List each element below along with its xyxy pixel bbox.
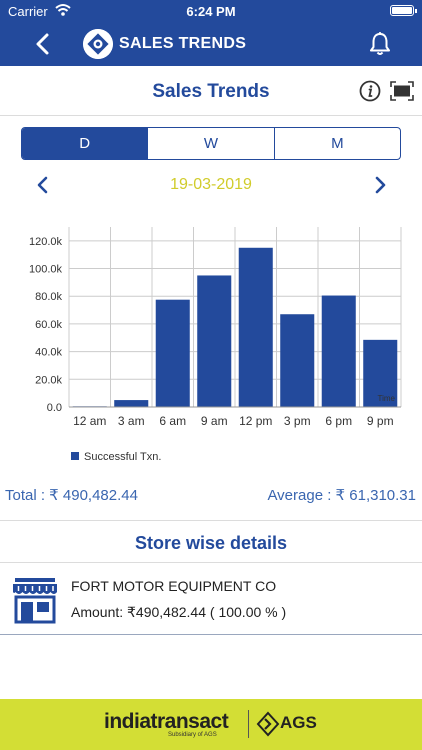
footer-partner: AGS [280,713,317,732]
chart-x-tick-label: 6 pm [325,414,352,428]
nav-title: SALES TRENDS [119,35,247,52]
tab-month[interactable]: M [273,128,400,159]
chart-x-tick-label: 3 pm [284,414,311,428]
status-time: 6:24 PM [186,4,236,19]
sales-chart-svg: 0.0 20.0k 40.0k 60.0k 80.0k 100.0k 120.0k 12 am… [29,227,402,463]
store-icon [13,578,57,624]
bell-icon[interactable] [368,31,392,57]
chart-bar [363,339,398,407]
tab-day[interactable]: D [22,128,148,159]
average-amount: Average : ₹ 61,310.31 [267,487,416,504]
wifi-icon [55,4,71,16]
chart-y-tick-label: 20.0k [35,374,62,386]
store-name: FORT MOTOR EQUIPMENT CO [71,578,277,594]
chevron-right-icon[interactable] [371,175,389,195]
chart-x-tick-label: 9 pm [367,414,394,428]
page-header: Sales Trends [0,66,422,116]
footer-banner: indiatransact Subsidiary of AGS AGS [0,699,422,750]
ags-logo-icon [256,711,280,737]
chart-x-tick-label: 6 am [159,414,186,428]
app-logo-icon [83,29,113,59]
fullscreen-icon[interactable] [390,81,414,101]
chart-bar [155,299,190,407]
period-tabs: D W M [21,127,401,160]
chart-x-tick-label: 3 am [118,414,145,428]
chart-y-tick-label: 100.0k [29,264,63,276]
date-navigator: 19-03-2019 [0,170,422,200]
footer-subtitle: Subsidiary of AGS [168,732,217,738]
summary-row: Total : ₹ 490,482.44 Average : ₹ 61,310.… [0,484,422,506]
chart-legend-swatch [71,452,79,460]
total-amount: Total : ₹ 490,482.44 [5,487,138,504]
selected-date: 19-03-2019 [170,176,252,193]
chevron-left-icon[interactable] [34,175,52,195]
tab-week[interactable]: W [147,128,273,159]
status-bar: Carrier 6:24 PM [0,0,422,22]
chart-bar [197,275,232,407]
back-arrow-icon[interactable] [30,30,58,58]
info-icon[interactable] [359,80,381,102]
chart-bar [280,314,315,407]
footer-divider [248,710,249,738]
chart-legend-label: Successful Txn. [84,451,161,463]
chart-x-axis-title: Time [378,394,396,403]
carrier-label: Carrier [8,4,48,19]
page-title: Sales Trends [152,81,270,102]
chart-bar [114,400,149,407]
footer-brand: indiatransact [104,710,229,733]
chart-bar [238,247,273,407]
chart-y-tick-label: 80.0k [35,291,62,303]
battery-icon [390,5,417,16]
nav-bar: SALES TRENDS [0,22,422,66]
sales-chart: 0.0 20.0k 40.0k 60.0k 80.0k 100.0k 120.0k 12 am… [0,215,422,475]
chart-x-tick-label: 12 pm [239,414,272,428]
chart-y-tick-label: 0.0 [47,402,62,414]
chart-y-tick-label: 40.0k [35,347,62,359]
chart-x-tick-label: 9 am [201,414,228,428]
store-list-item[interactable]: FORT MOTOR EQUIPMENT CO Amount: ₹490,482… [0,563,422,635]
store-amount: Amount: ₹490,482.44 ( 100.00 % ) [71,604,287,620]
store-section-title: Store wise details [134,533,288,553]
store-section-header: Store wise details [0,520,422,563]
chart-bar [321,295,356,407]
chart-y-tick-label: 120.0k [29,236,63,248]
chart-y-tick-label: 60.0k [35,319,62,331]
chart-x-tick-label: 12 am [73,414,106,428]
